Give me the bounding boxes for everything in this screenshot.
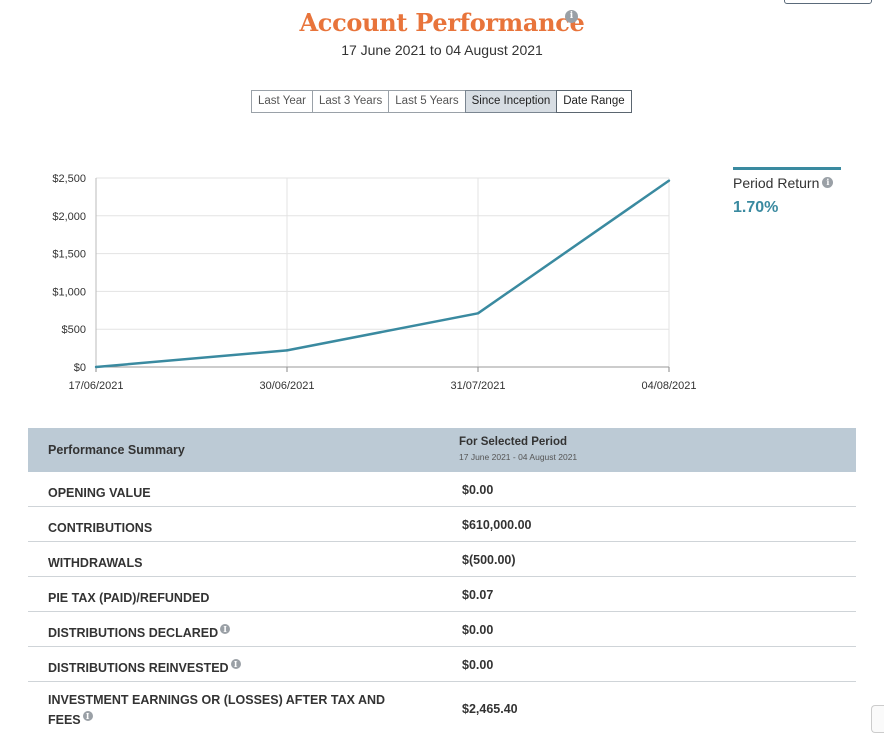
- header-period-dates: 17 June 2021 - 04 August 2021: [459, 452, 578, 462]
- table-row: DISTRIBUTIONS REINVESTED i $0.00: [28, 647, 856, 682]
- data-point: [94, 365, 98, 369]
- row-label-text: CONTRIBUTIONS: [48, 521, 153, 535]
- table-row: DISTRIBUTIONS DECLARED i $0.00: [28, 612, 856, 647]
- data-point: [285, 349, 289, 352]
- row-value: $610,000.00: [462, 518, 532, 532]
- y-tick-label: $500: [62, 324, 86, 336]
- range-last-year-button[interactable]: Last Year: [251, 90, 313, 113]
- header-selected-period: For Selected Period 17 June 2021 - 04 Au…: [459, 436, 577, 462]
- date-range-subtitle: 17 June 2021 to 04 August 2021: [341, 42, 543, 58]
- page-header: Account Performance: [0, 8, 884, 37]
- table-header: Performance Summary For Selected Period …: [28, 428, 856, 472]
- header-performance-summary: Performance Summary: [48, 443, 185, 457]
- x-tick-label: 30/06/2021: [259, 380, 314, 392]
- row-label-text: OPENING VALUE: [48, 486, 151, 500]
- row-label-text: DISTRIBUTIONS DECLARED: [48, 626, 219, 640]
- range-since-inception-button[interactable]: Since Inception: [464, 90, 558, 113]
- page-title: Account Performance: [299, 8, 585, 37]
- x-tick-label: 17/06/2021: [68, 380, 123, 392]
- row-label-text: DISTRIBUTIONS REINVESTED: [48, 661, 229, 675]
- range-last-3-years-button[interactable]: Last 3 Years: [311, 90, 390, 113]
- legend-label: Period Return: [733, 175, 820, 191]
- data-point: [667, 179, 671, 182]
- row-label-text: WITHDRAWALS: [48, 556, 143, 570]
- scrollbar-handle[interactable]: [871, 705, 884, 733]
- table-row: WITHDRAWALS $(500.00): [28, 542, 856, 577]
- table-row: INVESTMENT EARNINGS OR (LOSSES) AFTER TA…: [28, 682, 856, 740]
- y-tick-label: $1,000: [52, 286, 86, 298]
- range-last-5-years-button[interactable]: Last 5 Years: [388, 90, 466, 113]
- info-icon[interactable]: i: [230, 659, 241, 669]
- row-label: OPENING VALUE: [48, 483, 408, 503]
- row-value: $0.07: [462, 588, 494, 602]
- range-date-range-button[interactable]: Date Range: [556, 90, 632, 113]
- series-line: [95, 179, 670, 369]
- performance-line-chart: $0 $500 $1,000 $1,500 $2,000 $2,500 17/06/2021…: [52, 173, 696, 392]
- row-label: CONTRIBUTIONS: [48, 518, 408, 538]
- x-tick-label: 04/08/2021: [641, 380, 696, 392]
- title-info-icon[interactable]: i: [565, 10, 578, 23]
- info-icon[interactable]: i: [82, 711, 93, 721]
- row-label: INVESTMENT EARNINGS OR (LOSSES) AFTER TA…: [48, 690, 408, 730]
- row-label: WITHDRAWALS: [48, 553, 408, 573]
- period-return-value: 1.70%: [733, 199, 779, 216]
- legend-line-swatch: [733, 167, 841, 170]
- y-tick-label: $2,500: [52, 173, 86, 185]
- performance-summary-table: Performance Summary For Selected Period …: [28, 428, 856, 740]
- header-period-title: For Selected Period: [459, 436, 568, 448]
- y-tick-label: $1,500: [52, 249, 86, 261]
- data-point: [476, 312, 480, 315]
- x-tick-label: 31/07/2021: [450, 380, 505, 392]
- row-label: PIE TAX (PAID)/REFUNDED: [48, 588, 408, 608]
- table-row: CONTRIBUTIONS $610,000.00: [28, 507, 856, 542]
- period-return-info-icon[interactable]: i: [822, 177, 834, 188]
- top-right-button[interactable]: [784, 0, 872, 4]
- row-label: DISTRIBUTIONS REINVESTED i: [48, 658, 408, 678]
- legend-period-return: Period Return i: [733, 175, 834, 191]
- row-value: $2,465.40: [462, 702, 518, 716]
- table-row: PIE TAX (PAID)/REFUNDED $0.07: [28, 577, 856, 612]
- y-tick-label: $0: [74, 362, 86, 374]
- row-label-text: INVESTMENT EARNINGS OR (LOSSES) AFTER TA…: [48, 693, 386, 727]
- y-tick-label: $2,000: [52, 211, 86, 223]
- row-value: $0.00: [462, 658, 494, 672]
- range-selector: Last Year Last 3 Years Last 5 Years Sinc…: [251, 90, 632, 113]
- row-value: $0.00: [462, 623, 494, 637]
- row-value: $0.00: [462, 483, 494, 497]
- info-icon[interactable]: i: [220, 624, 231, 634]
- row-label: DISTRIBUTIONS DECLARED i: [48, 623, 408, 643]
- row-label-text: PIE TAX (PAID)/REFUNDED: [48, 591, 210, 605]
- row-value: $(500.00): [462, 553, 516, 567]
- table-row: OPENING VALUE $0.00: [28, 472, 856, 507]
